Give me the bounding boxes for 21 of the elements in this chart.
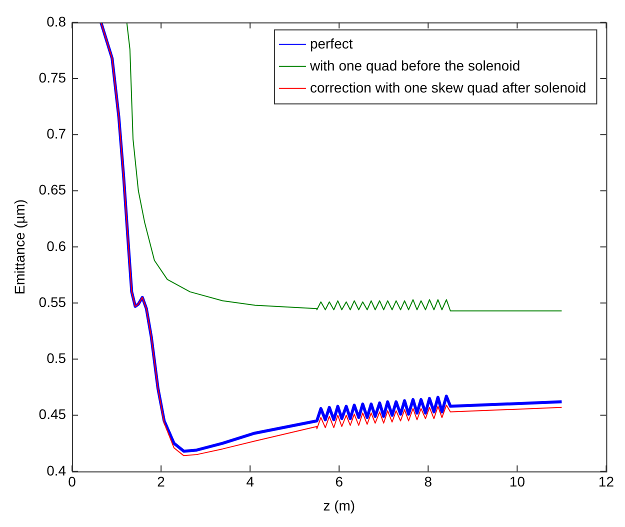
x-tick-label: 4	[246, 474, 254, 490]
y-tick-label: 0.45	[38, 406, 66, 422]
legend-label: with one quad before the solenoid	[308, 57, 520, 74]
y-tick-label: 0.55	[38, 294, 66, 310]
y-tick-label: 0.8	[46, 13, 66, 30]
y-tick-label: 0.6	[46, 238, 66, 254]
x-axis-title: z (m)	[323, 497, 356, 514]
x-tick-label: 0	[68, 474, 76, 490]
x-tick-label: 8	[424, 474, 432, 490]
x-tick-label: 2	[157, 474, 166, 490]
legend-label: correction with one skew quad after solenoid	[310, 79, 586, 96]
x-tick-label: 12	[598, 474, 614, 490]
y-tick-label: 0.65	[38, 182, 66, 198]
y-tick-label: 0.4	[46, 462, 66, 478]
x-tick-label: 10	[509, 474, 526, 490]
legend-label: perfect	[310, 35, 353, 52]
x-tick-label: 6	[335, 474, 344, 490]
y-axis-title: Emittance (µm)	[11, 199, 28, 294]
y-tick-label: 0.7	[46, 126, 66, 142]
y-tick-label: 0.75	[38, 69, 66, 86]
y-tick-label: 0.5	[46, 350, 66, 366]
